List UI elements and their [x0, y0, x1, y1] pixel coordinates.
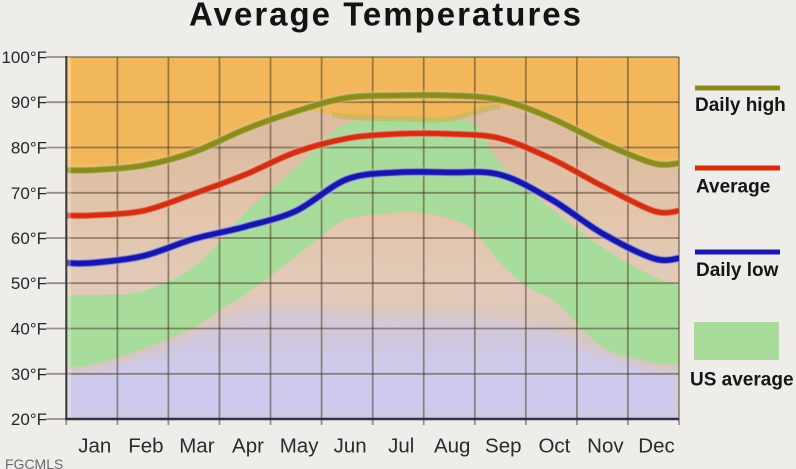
svg-text:90°F: 90°F: [11, 93, 47, 112]
svg-text:80°F: 80°F: [11, 139, 47, 158]
svg-text:FGCMLS: FGCMLS: [5, 456, 63, 469]
svg-text:Daily low: Daily low: [696, 260, 779, 281]
svg-text:Jun: Jun: [334, 435, 367, 458]
svg-text:20°F: 20°F: [11, 410, 47, 429]
svg-text:Dec: Dec: [638, 435, 674, 458]
svg-text:Jul: Jul: [388, 435, 414, 458]
svg-text:40°F: 40°F: [11, 320, 47, 339]
svg-text:Feb: Feb: [128, 435, 163, 458]
svg-text:Jan: Jan: [78, 435, 111, 458]
svg-text:Sep: Sep: [485, 435, 521, 458]
svg-text:Mar: Mar: [179, 435, 214, 458]
svg-text:50°F: 50°F: [11, 274, 47, 293]
svg-text:60°F: 60°F: [11, 229, 47, 248]
svg-text:Average: Average: [696, 177, 770, 198]
svg-text:Oct: Oct: [538, 435, 570, 458]
svg-text:US average: US average: [690, 370, 794, 391]
svg-text:30°F: 30°F: [11, 365, 47, 384]
svg-text:May: May: [280, 435, 319, 458]
svg-text:Daily high: Daily high: [695, 95, 786, 116]
svg-text:100°F: 100°F: [1, 48, 47, 67]
svg-text:Aug: Aug: [434, 435, 470, 458]
svg-text:Apr: Apr: [232, 435, 264, 458]
svg-text:70°F: 70°F: [11, 184, 47, 203]
svg-text:Average Temperatures: Average Temperatures: [189, 0, 583, 33]
svg-text:Nov: Nov: [587, 435, 624, 458]
